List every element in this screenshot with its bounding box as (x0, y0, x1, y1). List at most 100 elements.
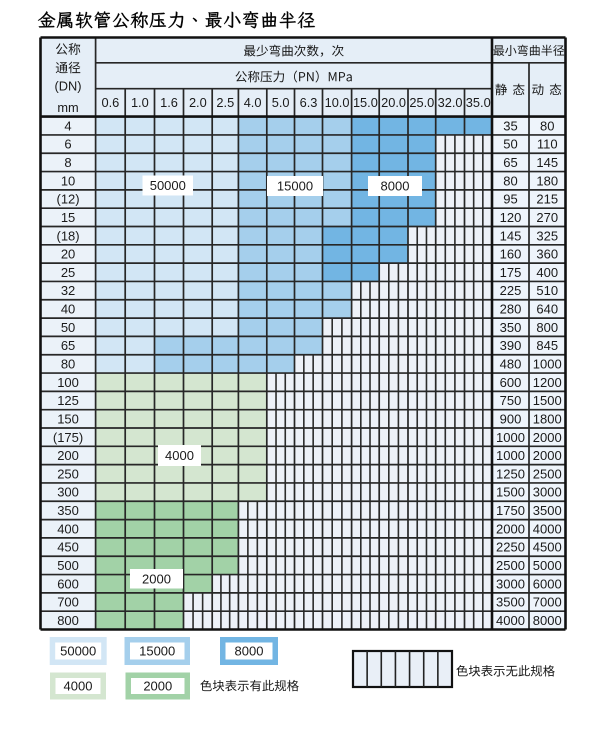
svg-text:(12): (12) (56, 192, 79, 207)
svg-text:80: 80 (540, 118, 554, 133)
svg-text:225: 225 (500, 283, 522, 298)
svg-text:4.0: 4.0 (244, 95, 262, 110)
svg-text:25: 25 (61, 265, 75, 280)
svg-text:8000: 8000 (533, 613, 562, 628)
svg-text:390: 390 (500, 338, 522, 353)
svg-text:120: 120 (500, 210, 522, 225)
svg-text:20.0: 20.0 (381, 95, 406, 110)
svg-text:4: 4 (64, 118, 71, 133)
svg-text:1500: 1500 (533, 393, 562, 408)
svg-text:32: 32 (61, 283, 75, 298)
svg-text:4000: 4000 (165, 448, 194, 463)
svg-text:270: 270 (536, 210, 558, 225)
svg-text:10: 10 (61, 173, 75, 188)
svg-text:10.0: 10.0 (325, 95, 350, 110)
svg-text:80: 80 (503, 173, 517, 188)
svg-text:145: 145 (500, 228, 522, 243)
svg-text:480: 480 (500, 356, 522, 371)
svg-text:1.0: 1.0 (131, 95, 149, 110)
svg-text:80: 80 (61, 356, 75, 371)
svg-text:35.0: 35.0 (466, 95, 491, 110)
svg-text:1.6: 1.6 (160, 95, 178, 110)
svg-text:300: 300 (57, 485, 79, 500)
svg-text:50000: 50000 (60, 644, 96, 659)
svg-text:mm: mm (57, 100, 78, 115)
svg-text:15.0: 15.0 (353, 95, 378, 110)
svg-text:2.0: 2.0 (189, 95, 207, 110)
svg-text:95: 95 (503, 192, 517, 207)
svg-text:2000: 2000 (533, 448, 562, 463)
svg-text:6000: 6000 (533, 576, 562, 591)
svg-text:(18): (18) (56, 228, 79, 243)
svg-text:5000: 5000 (533, 558, 562, 573)
svg-text:400: 400 (57, 521, 79, 536)
svg-text:180: 180 (536, 173, 558, 188)
svg-text:145: 145 (536, 155, 558, 170)
svg-text:2500: 2500 (533, 466, 562, 481)
svg-text:800: 800 (57, 613, 79, 628)
svg-text:640: 640 (536, 302, 558, 317)
svg-text:600: 600 (57, 576, 79, 591)
svg-text:1200: 1200 (533, 375, 562, 390)
svg-text:8000: 8000 (235, 644, 264, 659)
svg-text:1250: 1250 (496, 466, 525, 481)
svg-text:1750: 1750 (496, 503, 525, 518)
svg-text:2000: 2000 (142, 572, 171, 587)
svg-text:50000: 50000 (150, 178, 186, 193)
svg-text:2000: 2000 (533, 430, 562, 445)
svg-text:2500: 2500 (496, 558, 525, 573)
svg-text:3000: 3000 (533, 485, 562, 500)
svg-text:3500: 3500 (496, 595, 525, 610)
svg-text:6: 6 (64, 137, 71, 152)
svg-text:400: 400 (536, 265, 558, 280)
svg-text:15: 15 (61, 210, 75, 225)
svg-text:50: 50 (503, 137, 517, 152)
svg-text:6.3: 6.3 (300, 95, 318, 110)
svg-text:800: 800 (536, 320, 558, 335)
svg-text:8000: 8000 (381, 179, 410, 194)
svg-text:325: 325 (536, 228, 558, 243)
svg-text:125: 125 (57, 393, 79, 408)
svg-text:65: 65 (503, 155, 517, 170)
svg-text:50: 50 (61, 320, 75, 335)
svg-text:3500: 3500 (533, 503, 562, 518)
svg-text:32.0: 32.0 (438, 95, 463, 110)
svg-text:1000: 1000 (496, 448, 525, 463)
svg-text:2000: 2000 (143, 679, 172, 694)
svg-text:350: 350 (500, 320, 522, 335)
svg-text:4000: 4000 (533, 521, 562, 536)
svg-text:4500: 4500 (533, 540, 562, 555)
svg-text:160: 160 (500, 247, 522, 262)
svg-text:7000: 7000 (533, 595, 562, 610)
svg-text:25.0: 25.0 (409, 95, 434, 110)
svg-text:510: 510 (536, 283, 558, 298)
svg-text:175: 175 (500, 265, 522, 280)
svg-text:(175): (175) (53, 430, 83, 445)
svg-text:2000: 2000 (496, 521, 525, 536)
svg-text:40: 40 (61, 302, 75, 317)
svg-text:0.6: 0.6 (102, 95, 120, 110)
svg-text:5.0: 5.0 (272, 95, 290, 110)
svg-text:1000: 1000 (496, 430, 525, 445)
svg-text:2250: 2250 (496, 540, 525, 555)
svg-text:(DN): (DN) (55, 79, 82, 94)
svg-text:1800: 1800 (533, 411, 562, 426)
svg-text:750: 750 (500, 393, 522, 408)
svg-text:360: 360 (536, 247, 558, 262)
svg-text:35: 35 (503, 118, 517, 133)
svg-text:250: 250 (57, 466, 79, 481)
svg-text:200: 200 (57, 448, 79, 463)
svg-text:215: 215 (536, 192, 558, 207)
svg-text:15000: 15000 (277, 179, 313, 194)
svg-text:450: 450 (57, 540, 79, 555)
svg-text:4000: 4000 (64, 679, 93, 694)
svg-text:1500: 1500 (496, 485, 525, 500)
svg-text:15000: 15000 (139, 644, 175, 659)
svg-text:600: 600 (500, 375, 522, 390)
svg-text:700: 700 (57, 595, 79, 610)
svg-text:900: 900 (500, 411, 522, 426)
svg-text:1000: 1000 (533, 356, 562, 371)
svg-text:8: 8 (64, 155, 71, 170)
svg-text:100: 100 (57, 375, 79, 390)
svg-text:150: 150 (57, 411, 79, 426)
